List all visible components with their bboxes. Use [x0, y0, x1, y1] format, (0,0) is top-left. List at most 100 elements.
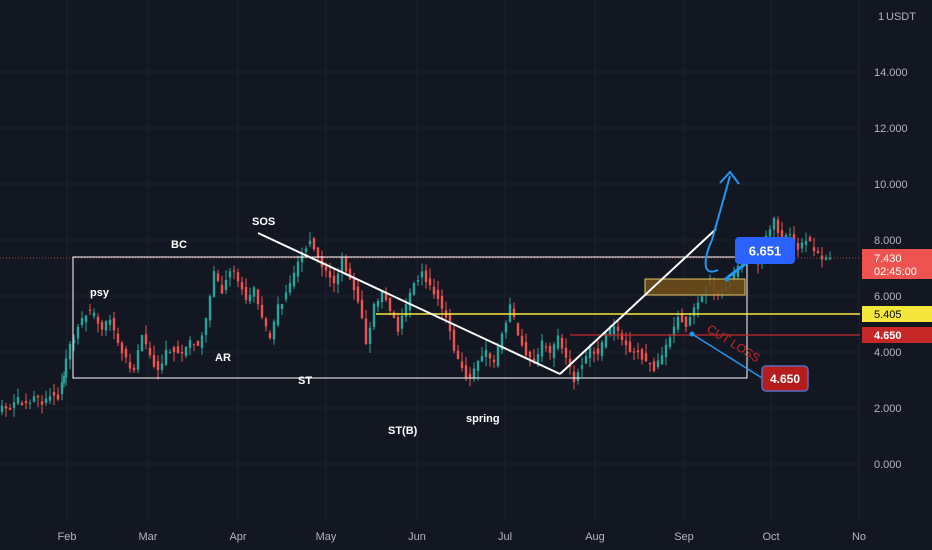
candle-body — [256, 289, 260, 305]
candle-body — [680, 313, 684, 323]
y-tick-label: 6.000 — [874, 291, 902, 303]
candle-body — [520, 335, 524, 346]
candle-body — [632, 351, 636, 353]
candle-body — [260, 304, 264, 318]
candle-body — [516, 323, 520, 336]
candle-body — [72, 339, 76, 344]
candle-body — [628, 341, 632, 353]
accumulation-range-box — [72, 256, 748, 379]
candle-body — [688, 317, 692, 326]
y-tick-label: 4.000 — [874, 347, 902, 359]
candle-body — [440, 295, 444, 309]
candle-body — [532, 358, 536, 363]
cut-loss-level-badge — [862, 327, 932, 343]
target-badge — [735, 237, 795, 264]
candle-body — [788, 234, 792, 236]
candle-body — [340, 256, 344, 273]
candle-body — [268, 333, 272, 338]
candle-body — [700, 296, 704, 302]
cut-loss-anchor — [689, 331, 695, 337]
candle-body — [252, 287, 256, 297]
candle-body — [584, 355, 588, 364]
candle-body — [652, 361, 656, 371]
candle-body — [104, 321, 108, 331]
label-psy: psy — [90, 287, 110, 299]
candle-body — [556, 335, 560, 349]
candle-body — [736, 265, 740, 277]
candle-body — [280, 304, 284, 310]
candle-body — [20, 402, 24, 405]
label-spring: spring — [466, 413, 500, 425]
candle-body — [48, 396, 52, 401]
entry-dot — [724, 276, 730, 282]
candle-body — [244, 286, 248, 300]
candle-body — [284, 292, 288, 300]
candle-body — [824, 257, 828, 260]
candle-body — [332, 275, 336, 284]
candle-body — [216, 273, 220, 282]
candle-body — [484, 349, 488, 357]
candle-body — [644, 353, 648, 362]
candle-body — [40, 401, 44, 405]
label-st-b: ST(B) — [388, 425, 418, 437]
candle-body — [276, 304, 280, 326]
cut-loss-badge-label: 4.650 — [770, 372, 800, 386]
label-ar: AR — [215, 352, 231, 364]
candle-body — [196, 340, 200, 346]
candle-body — [536, 354, 540, 365]
candle-body — [772, 218, 776, 230]
candle-body — [356, 286, 360, 302]
candle-body — [220, 284, 224, 294]
candle-body — [264, 318, 268, 327]
candle-body — [408, 292, 412, 311]
candle-body — [52, 391, 56, 396]
candle-body — [208, 296, 212, 321]
candle-body — [4, 406, 8, 409]
candle-body — [596, 348, 600, 355]
candle-body — [672, 326, 676, 336]
x-tick-label: No — [852, 531, 866, 543]
candle-body — [552, 344, 556, 358]
candle-body — [32, 396, 36, 402]
candle-body — [608, 327, 612, 336]
candle-body — [308, 240, 312, 245]
candle-body — [828, 257, 832, 259]
candle-body — [132, 367, 136, 371]
candle-body — [412, 283, 416, 295]
candle-body — [660, 355, 664, 365]
candle-body — [564, 347, 568, 358]
candle-body — [588, 347, 592, 359]
candle-body — [184, 346, 188, 356]
candle-body — [180, 352, 184, 354]
candle-body — [324, 266, 328, 271]
candle-body — [96, 316, 100, 324]
candle-body — [404, 304, 408, 317]
candle-body — [352, 278, 356, 291]
label-sos: SOS — [252, 216, 275, 228]
y-tick-label: 12.000 — [874, 123, 908, 135]
candle-body — [312, 238, 316, 250]
candle-body — [620, 333, 624, 340]
candle-body — [504, 322, 508, 333]
candle-body — [120, 342, 124, 354]
candle-body — [692, 307, 696, 316]
candle-body — [344, 256, 348, 272]
cut-loss-level-label: 4.650 — [874, 330, 902, 342]
downtrend-line — [257, 232, 561, 375]
candle-body — [592, 351, 596, 354]
candle-body — [172, 347, 176, 353]
candle-body — [152, 354, 156, 367]
x-tick-label: Jun — [408, 531, 426, 543]
candle-body — [668, 337, 672, 347]
candle-body — [488, 353, 492, 359]
candle-body — [68, 343, 72, 360]
candle-body — [296, 261, 300, 277]
x-tick-label: Sep — [674, 531, 694, 543]
candle-body — [384, 291, 388, 301]
candle-body — [128, 362, 132, 369]
candle-body — [116, 333, 120, 343]
candle-body — [480, 356, 484, 362]
label-st: ST — [298, 375, 312, 387]
candle-body — [160, 363, 164, 370]
